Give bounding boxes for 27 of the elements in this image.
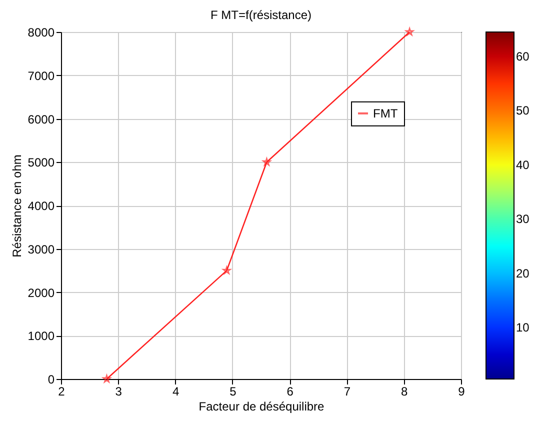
color-bar-label: 60 xyxy=(516,49,530,64)
x-tick-label: 2 xyxy=(58,384,66,398)
x-tick-label: 9 xyxy=(458,384,466,398)
color-bar-label: 10 xyxy=(516,320,530,334)
y-tick-label: 6000 xyxy=(28,112,55,126)
y-tick-label: 5000 xyxy=(28,156,55,170)
y-tick-label: 0 xyxy=(48,372,55,386)
color-bar-label: 20 xyxy=(516,266,530,280)
x-tick-label: 4 xyxy=(172,384,180,398)
x-tick-label: 8 xyxy=(401,384,408,398)
color-bar-label: 50 xyxy=(516,104,530,118)
color-bar-label: 30 xyxy=(516,212,530,226)
x-tick-label: 3 xyxy=(115,384,122,398)
x-tick-label: 5 xyxy=(230,384,237,398)
legend-label: FMT xyxy=(373,106,398,120)
color-bar-label: 40 xyxy=(516,158,530,172)
chart-title: F MT=f(résistance) xyxy=(210,8,312,22)
y-tick-label: 4000 xyxy=(28,199,55,213)
x-tick-label: 6 xyxy=(286,384,294,398)
y-tick-label: 2000 xyxy=(28,286,55,300)
y-tick-label: 3000 xyxy=(28,242,55,256)
x-tick-label: 7 xyxy=(344,384,351,398)
y-tick-label: 1000 xyxy=(28,329,55,344)
y-tick-label: 8000 xyxy=(28,26,55,40)
y-axis-title: Résistance en ohm xyxy=(10,154,24,258)
x-axis-title: Facteur de déséquilibre xyxy=(198,400,325,414)
y-tick-label: 7000 xyxy=(28,68,55,83)
